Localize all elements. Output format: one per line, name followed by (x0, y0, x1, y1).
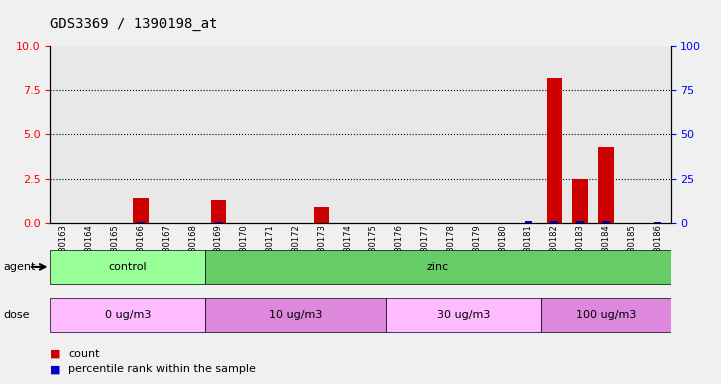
Bar (412, 46, 438, 223)
Text: dose: dose (4, 310, 30, 320)
Bar (257, 46, 283, 223)
Text: control: control (109, 262, 147, 272)
Text: count: count (68, 349, 100, 359)
Bar (567, 46, 593, 223)
Text: GDS3369 / 1390198_at: GDS3369 / 1390198_at (50, 17, 218, 31)
Bar (386, 46, 412, 223)
Bar (180, 46, 205, 223)
Bar (76, 46, 102, 223)
Bar (593, 46, 619, 223)
FancyBboxPatch shape (541, 298, 671, 332)
Bar (360, 46, 386, 223)
FancyBboxPatch shape (205, 298, 386, 332)
Bar (205, 46, 231, 223)
Bar (516, 46, 541, 223)
Text: 10 ug/m3: 10 ug/m3 (269, 310, 322, 320)
FancyBboxPatch shape (205, 250, 671, 284)
Text: percentile rank within the sample: percentile rank within the sample (68, 364, 257, 374)
Text: 30 ug/m3: 30 ug/m3 (437, 310, 490, 320)
Bar (490, 46, 516, 223)
Bar (550, 220, 558, 223)
Bar (602, 221, 610, 223)
FancyBboxPatch shape (386, 298, 541, 332)
Bar (525, 221, 532, 223)
Bar (576, 222, 584, 223)
Bar (572, 179, 588, 223)
Bar (464, 46, 490, 223)
Bar (102, 46, 128, 223)
Bar (541, 46, 567, 223)
Bar (211, 200, 226, 223)
Bar (137, 222, 145, 223)
Bar (154, 46, 180, 223)
FancyBboxPatch shape (50, 298, 205, 332)
Bar (133, 198, 149, 223)
Bar (128, 46, 154, 223)
Text: zinc: zinc (427, 262, 449, 272)
Text: ■: ■ (50, 349, 61, 359)
Bar (309, 46, 335, 223)
Bar (314, 207, 329, 223)
Text: 100 ug/m3: 100 ug/m3 (576, 310, 636, 320)
Bar (335, 46, 360, 223)
Bar (50, 46, 76, 223)
Bar (215, 222, 222, 223)
Bar (645, 46, 671, 223)
Text: ■: ■ (50, 364, 61, 374)
Text: agent: agent (4, 262, 36, 272)
Bar (619, 46, 645, 223)
Bar (231, 46, 257, 223)
Bar (283, 46, 309, 223)
FancyBboxPatch shape (50, 250, 205, 284)
Bar (438, 46, 464, 223)
Bar (598, 147, 614, 223)
Bar (547, 78, 562, 223)
Text: 0 ug/m3: 0 ug/m3 (105, 310, 151, 320)
